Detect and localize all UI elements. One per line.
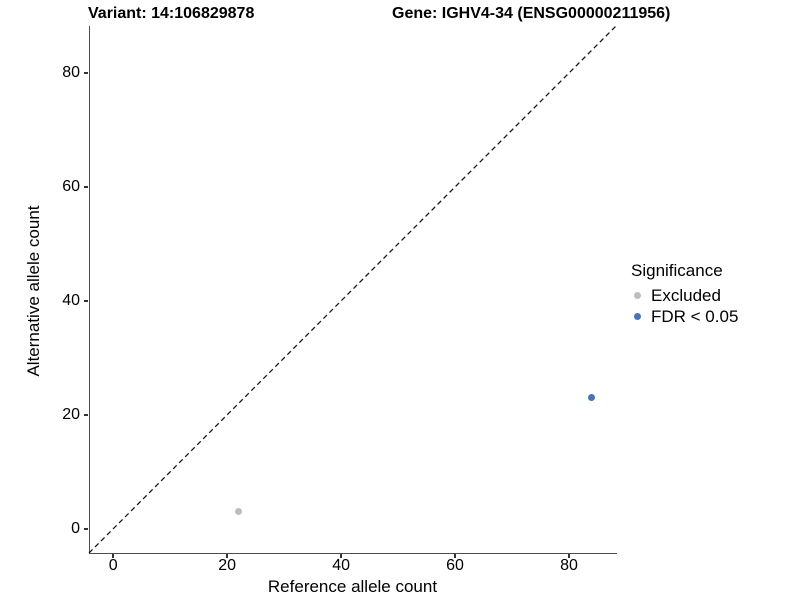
x-axis-tick-mark — [568, 554, 570, 558]
y-axis-tick-mark — [84, 300, 88, 302]
legend-title: Significance — [631, 261, 723, 280]
y-axis-tick-mark — [84, 414, 88, 416]
gene-title: Gene: IGHV4-34 (ENSG00000211956) — [392, 5, 671, 22]
y-axis-tick-label: 80 — [62, 64, 80, 81]
legend-item: Excluded — [631, 285, 738, 306]
y-axis-tick-mark — [84, 186, 88, 188]
x-axis-title: Reference allele count — [267, 577, 438, 596]
data-point-excluded — [235, 508, 243, 516]
variant-title: Variant: 14:106829878 — [88, 5, 255, 22]
x-axis-tick-mark — [112, 554, 114, 558]
legend-item-label: FDR < 0.05 — [651, 306, 739, 326]
y-axis-tick-label: 0 — [71, 519, 80, 537]
x-axis-tick-label: 80 — [560, 557, 578, 574]
legend-swatch-dot — [634, 292, 641, 299]
legend-items: Excluded FDR < 0.05 — [631, 285, 738, 327]
data-point-fdr-0-05 — [588, 394, 596, 402]
x-axis-tick-label: 0 — [108, 557, 118, 574]
legend-swatch-dot — [634, 313, 641, 320]
x-axis-tick-mark — [226, 554, 228, 558]
x-axis-tick-mark — [340, 554, 342, 558]
y-axis-tick-mark — [84, 72, 88, 74]
legend: Significance Excluded FDR < 0.05 — [631, 261, 738, 327]
y-axis-title: Alternative allele count — [24, 205, 43, 377]
legend-item-label: Excluded — [651, 285, 721, 305]
plot-panel — [89, 26, 617, 554]
y-axis-tick-label: 40 — [62, 291, 80, 309]
y-axis-tick-label: 20 — [62, 405, 80, 423]
y-axis-tick-mark — [84, 528, 88, 530]
x-axis-tick-label: 60 — [446, 557, 464, 574]
x-axis-tick-mark — [454, 554, 456, 558]
legend-item: FDR < 0.05 — [631, 306, 738, 327]
x-axis-tick-label: 20 — [218, 557, 237, 574]
x-axis-tick-label: 40 — [332, 557, 350, 574]
y-axis-tick-label: 60 — [62, 177, 80, 195]
